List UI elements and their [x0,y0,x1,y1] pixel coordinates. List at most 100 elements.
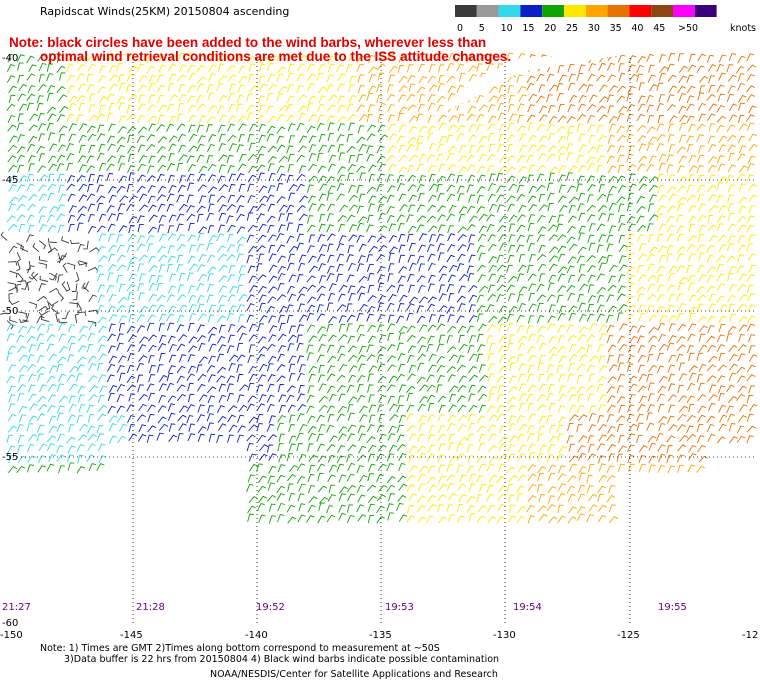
wind-barb [237,414,245,423]
wind-barb [517,53,526,61]
wind-barb [307,443,314,452]
wind-barb [468,393,476,402]
wind-barb [128,172,135,181]
wind-barb [86,73,93,83]
wind-barb [476,305,486,313]
wind-barb [187,52,194,61]
wind-barb [46,106,57,114]
wind-barb [186,173,195,182]
wind-barb [186,213,196,221]
wind-barb [288,135,295,144]
wind-barb [488,414,498,422]
wind-barb [487,183,496,192]
wind-barb [617,354,624,363]
wind-barb [187,164,197,172]
wind-barb [577,273,586,282]
wind-barb [98,162,107,171]
wind-barb [167,245,175,254]
wind-barb [376,354,384,363]
wind-barb [657,115,664,124]
wind-barb [399,204,408,212]
wind-barb [97,394,105,404]
wind-barb [56,383,64,392]
wind-barb [258,495,268,503]
wind-barb [246,234,255,243]
wind-barb [248,453,257,462]
wind-barb [678,75,687,84]
wind-barb [296,223,304,233]
wind-barb [87,320,97,327]
wind-barb [88,114,98,122]
wind-barb [558,305,567,314]
wind-barb [168,73,177,82]
wind-barb [208,53,217,62]
wind-barb [89,385,99,393]
wind-barb [107,264,117,272]
wind-barb [36,354,45,364]
wind-barb [188,313,197,322]
wind-barb [26,55,35,64]
wind-barb [516,515,526,524]
wind-barb [677,53,684,62]
wind-barb [348,396,358,404]
wind-barb [86,193,96,201]
wind-barb [678,105,687,114]
wind-barb [556,365,563,374]
wind-barb [627,304,637,312]
wind-barb [457,226,467,234]
wind-barb [687,464,696,473]
wind-barb [746,435,754,444]
wind-barb [498,463,506,472]
wind-barb [516,354,524,363]
wind-barb [638,463,647,472]
wind-barb [588,242,596,251]
wind-barb [127,145,136,154]
wind-barb [486,335,493,344]
wind-barb [536,73,545,82]
wind-barb [547,443,556,452]
wind-barb [168,185,177,194]
wind-barb [27,203,37,212]
wind-barb [618,73,626,82]
wind-barb [448,493,457,501]
wind-barb [477,442,486,452]
pass-time-3: 19:53 [385,602,414,613]
wind-barb [558,393,567,402]
wind-barb [667,364,675,373]
wind-barb [119,423,128,432]
wind-barb [146,165,155,174]
wind-barb [486,62,494,72]
wind-barb [58,125,68,133]
wind-barb [598,333,607,342]
wind-barb [408,83,416,92]
wind-barb [536,144,546,152]
wind-barb [698,382,705,392]
wind-barb [208,433,216,443]
wind-barb [156,275,163,284]
legend-label: 35 [610,23,622,34]
wind-barb [407,164,415,174]
wind-barb [718,54,727,63]
wind-barb [466,205,476,214]
wind-barb [426,54,436,62]
wind-barb [67,354,75,363]
wind-barb [606,155,615,164]
wind-barb [508,234,516,243]
wind-barb [406,312,414,321]
wind-barb [347,335,356,344]
wind-barb [137,434,147,442]
wind-barb [486,164,495,174]
wind-barb [276,126,286,134]
wind-barb [298,364,306,373]
wind-barb [277,464,286,473]
wind-barb [218,285,228,293]
wind-barb [666,164,673,173]
wind-barb [136,374,144,383]
wind-barb [716,263,724,272]
wind-barb [346,323,353,332]
wind-barb [568,404,577,413]
wind-barb [728,53,737,62]
wind-barb [537,466,547,474]
wind-barb [487,284,495,293]
wind-barb [726,124,736,132]
